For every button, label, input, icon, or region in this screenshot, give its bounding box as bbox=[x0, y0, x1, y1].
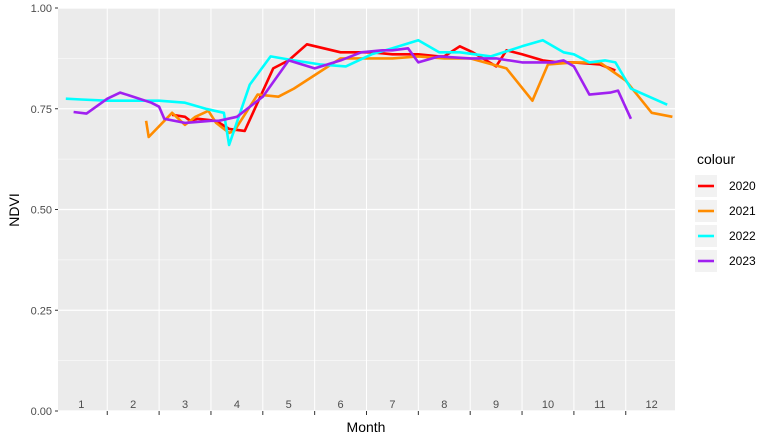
legend-label-2022: 2022 bbox=[729, 229, 756, 243]
month-label: 11 bbox=[594, 399, 605, 411]
legend-label-2021: 2021 bbox=[729, 204, 756, 218]
month-label: 7 bbox=[389, 399, 395, 411]
y-axis-title: NDVI bbox=[6, 193, 22, 226]
month-label: 10 bbox=[542, 399, 554, 411]
series-line-2020 bbox=[171, 42, 616, 133]
month-labels: 1 2 3 4 5 6 7 8 9 10 11 12 bbox=[78, 399, 658, 411]
series-line-2022 bbox=[65, 38, 668, 147]
month-label: 8 bbox=[441, 399, 447, 411]
y-tick-label: 0.50 bbox=[31, 205, 52, 217]
legend-title: colour bbox=[697, 151, 735, 167]
month-label: 12 bbox=[646, 399, 658, 411]
series-line-2023 bbox=[73, 46, 633, 125]
y-tick-label: 0.25 bbox=[31, 305, 52, 317]
y-axis: 0.00 0.25 0.50 0.75 1.00 bbox=[31, 3, 58, 418]
x-axis bbox=[106, 411, 627, 415]
legend-label-2023: 2023 bbox=[729, 254, 756, 268]
y-tick-label: 1.00 bbox=[31, 3, 52, 15]
x-axis-title: Month bbox=[347, 419, 386, 435]
y-tick-label: 0.00 bbox=[31, 406, 52, 418]
series-lines bbox=[65, 38, 673, 147]
month-label: 2 bbox=[130, 399, 136, 411]
grid-lines bbox=[58, 7, 675, 412]
legend: colour 2020 2021 2022 2023 bbox=[695, 151, 756, 272]
month-label: 4 bbox=[234, 399, 240, 411]
month-label: 9 bbox=[493, 399, 499, 411]
month-label: 3 bbox=[182, 399, 188, 411]
month-label: 6 bbox=[338, 399, 344, 411]
y-tick-label: 0.75 bbox=[31, 104, 52, 116]
legend-label-2020: 2020 bbox=[729, 179, 756, 193]
month-label: 1 bbox=[78, 399, 84, 411]
month-label: 5 bbox=[286, 399, 292, 411]
